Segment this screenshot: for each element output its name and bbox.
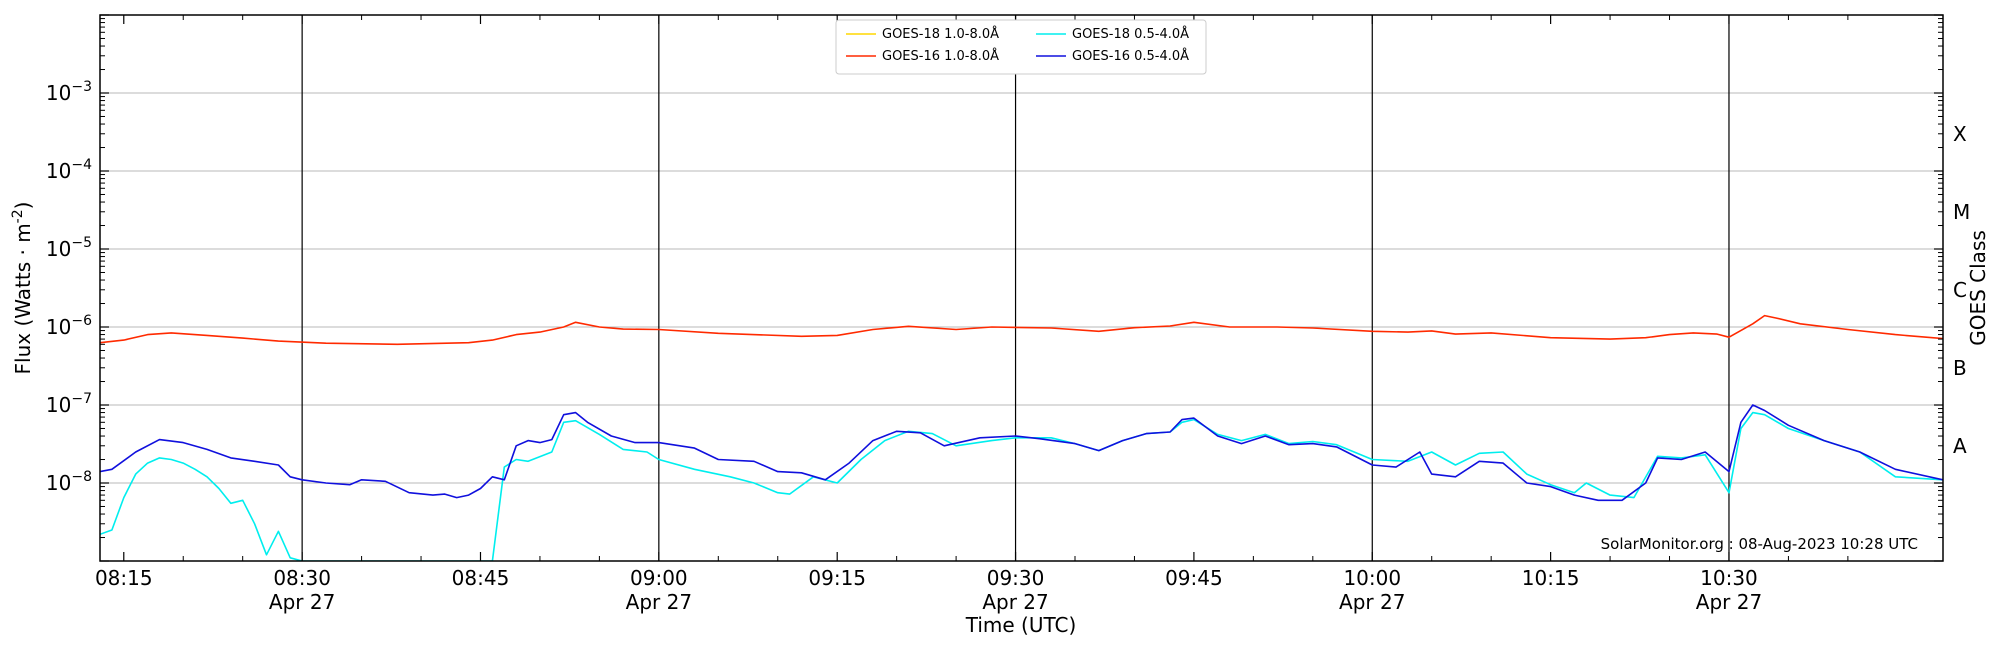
legend-label: GOES-18 1.0-8.0Å xyxy=(882,26,999,42)
goes-class-b: B xyxy=(1953,356,1967,380)
y-tick-base: 10 xyxy=(46,237,71,261)
y-tick-exponent: −4 xyxy=(71,157,92,173)
y-tick-label: 10−6 xyxy=(46,313,92,339)
x-tick-label: 09:00 xyxy=(630,566,688,590)
series-line-1 xyxy=(100,314,1943,346)
x-tick-label: 08:15 xyxy=(95,566,153,590)
grid-lines xyxy=(100,14,1943,562)
y-tick-exponent: −3 xyxy=(71,79,92,95)
y-tick-base: 10 xyxy=(46,315,71,339)
y-tick-exponent: −5 xyxy=(71,235,92,251)
x-tick-label: 09:45 xyxy=(1165,566,1223,590)
x-tick-label: 08:45 xyxy=(452,566,510,590)
y-tick-base: 10 xyxy=(46,471,71,495)
y-tick-label: 10−3 xyxy=(46,79,92,105)
goes-class-c: C xyxy=(1953,278,1967,302)
x-tick-label: 10:00 xyxy=(1343,566,1401,590)
series-line-3 xyxy=(100,404,1943,502)
y-tick-exponent: −6 xyxy=(71,313,92,329)
y-axis-title-end: ) xyxy=(11,202,35,210)
x-tick-date-label: Apr 27 xyxy=(269,590,335,614)
y-tick-label: 10−5 xyxy=(46,235,92,261)
x-tick-date-label: Apr 27 xyxy=(1339,590,1405,614)
y-tick-base: 10 xyxy=(46,81,71,105)
x-tick-date-label: Apr 27 xyxy=(1696,590,1762,614)
y-tick-label: 10−7 xyxy=(46,391,92,417)
x-axis-title: Time (UTC) xyxy=(965,613,1077,637)
credit-text: SolarMonitor.org : 08-Aug-2023 10:28 UTC xyxy=(1601,535,1918,553)
legend-label: GOES-18 0.5-4.0Å xyxy=(1072,26,1189,42)
y-tick-base: 10 xyxy=(46,393,71,417)
y-tick-label: 10−8 xyxy=(46,469,92,495)
goes-class-x: X xyxy=(1953,122,1967,146)
x-tick-label: 10:30 xyxy=(1700,566,1758,590)
y-tick-base: 10 xyxy=(46,159,71,183)
x-tick-date-label: Apr 27 xyxy=(626,590,692,614)
y-tick-exponent: −8 xyxy=(71,469,92,485)
x-tick-label: 08:30 xyxy=(273,566,331,590)
y-tick-label: 10−4 xyxy=(46,157,92,183)
goes-class-labels: X M C B A xyxy=(1953,122,1970,458)
legend-label: GOES-16 1.0-8.0Å xyxy=(882,48,999,64)
y-axis-title: Flux (Watts · m-2) xyxy=(10,202,35,375)
y-axis-title-superscript: -2 xyxy=(10,209,26,223)
plot-frame xyxy=(99,14,1944,562)
legend: GOES-18 1.0-8.0Å GOES-16 1.0-8.0Å GOES-18 … xyxy=(835,19,1207,75)
series-line-2 xyxy=(100,411,1943,561)
right-axis-title: GOES Class xyxy=(1966,230,1990,346)
x-tick-label: 10:15 xyxy=(1522,566,1580,590)
y-tick-exponent: −7 xyxy=(71,391,92,407)
time-marker-lines xyxy=(301,15,1730,561)
x-tick-date-label: Apr 27 xyxy=(982,590,1048,614)
legend-box xyxy=(835,19,1207,75)
goes-class-m: M xyxy=(1953,200,1970,224)
goes-class-a: A xyxy=(1953,434,1967,458)
x-tick-label: 09:15 xyxy=(808,566,866,590)
legend-label: GOES-16 0.5-4.0Å xyxy=(1072,48,1189,64)
axis-ticks xyxy=(100,14,1943,562)
x-tick-label: 09:30 xyxy=(987,566,1045,590)
series-lines xyxy=(100,314,1943,561)
